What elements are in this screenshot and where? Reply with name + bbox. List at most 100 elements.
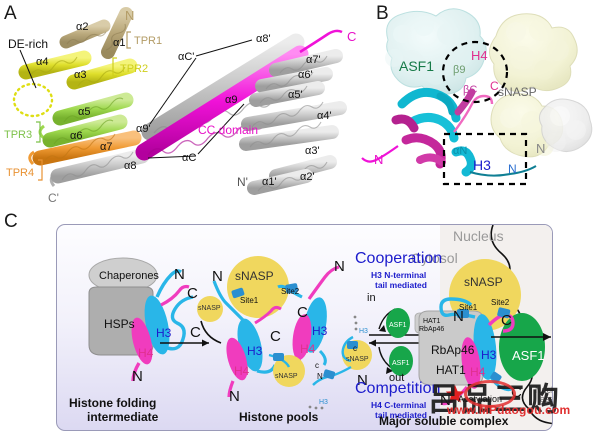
panel-a-label-alpha9: α9	[225, 94, 238, 106]
de-rich-dotted-loop	[12, 82, 54, 118]
panel-b-label-Ngrey: N	[536, 141, 546, 156]
panel-c-label-site2-r: Site2	[491, 298, 510, 307]
histone-h3h4-folding	[131, 269, 194, 382]
panel-c-label-c-pool-1: C	[297, 304, 308, 321]
histone-pool-dimer-1	[212, 280, 282, 398]
panel-a-label-N: N	[125, 8, 135, 23]
panel-c-label-h4-pool-2: H4	[300, 342, 316, 356]
helix-alpha4	[18, 50, 92, 80]
panel-c-label-n-pool-1: N	[212, 268, 223, 285]
panel-a-label-alpha5: α5	[78, 106, 91, 118]
snasp-pool-blob-2	[273, 355, 305, 387]
panel-c-label-site1: Site1	[240, 296, 259, 305]
panel-a: A	[0, 0, 370, 208]
asf1-in-blob	[386, 308, 410, 338]
caption-left-line1: Histone folding	[69, 396, 157, 410]
panel-c-label-asf1-out: ASF1	[392, 360, 410, 367]
panel-b-label-sNASP: sNASP	[498, 85, 537, 99]
helix-alpha7	[28, 130, 142, 166]
panel-c-label-snasp-small-1: sNASP	[346, 356, 369, 363]
panel-a-label-Cmagenta: C	[347, 29, 357, 44]
cooperation-sub-2: tail mediated	[375, 280, 427, 290]
panel-a-label-de-rich: DE-rich	[8, 37, 49, 51]
panel-a-label-alpha4prime: α4'	[317, 110, 332, 122]
panel-c-label-h3-right: H3	[481, 348, 497, 362]
panel-c-label-hat1-rbap46: HAT1	[423, 318, 441, 325]
panel-a-label-alpha7: α7	[100, 141, 113, 153]
panel-c-label-n-pool-2: N	[334, 258, 345, 275]
panel-c-label-rbap46: RbAp46	[431, 343, 475, 357]
panel-a-label-Nprime: N'	[237, 175, 248, 189]
cytosol-label: Cytosol	[411, 250, 458, 266]
panel-a-label-alpha8prime: α8'	[256, 33, 271, 45]
snasp-incoming-blob	[197, 296, 223, 322]
asf1-out-blob	[389, 346, 413, 376]
panel-a-label-alpha1: α1	[113, 37, 126, 49]
panel-a-label-alpha2prime: α2'	[300, 171, 315, 183]
panel-c-label-snasp-arrow: sNASP	[198, 305, 221, 312]
competition-title: Competition	[355, 380, 441, 397]
nucleus-label: Nucleus	[453, 228, 504, 244]
cooperation-title: Cooperation	[355, 250, 443, 267]
helix-alpha8	[49, 148, 150, 187]
helix-alpha3	[66, 58, 138, 90]
panel-c-label-h3-tail-1: H3	[359, 328, 368, 335]
helix-alpha5	[52, 92, 134, 126]
panel-c-label-h3-pool-1: H3	[247, 344, 263, 358]
snasp-entry-arc	[200, 320, 222, 344]
transition-arrow-1-head	[202, 339, 209, 347]
panel-a-label-alpha6: α6	[70, 130, 83, 142]
panel-c-label-n-pool-3: N	[229, 388, 240, 405]
panel-b-letter: B	[376, 3, 389, 24]
panel-a-label-TPR3: TPR3	[4, 129, 33, 141]
panel-a-label-CCdomain: CC domain	[198, 123, 259, 137]
panel-b-label-betaC: βC	[463, 84, 478, 96]
panel-a-label-alpha9prime: α9'	[136, 123, 151, 135]
panel-a-label-TPR4: TPR4	[6, 167, 35, 179]
panel-b-label-Nmagenta: N	[374, 152, 384, 167]
panel-a-leader-lines	[147, 39, 253, 159]
ipo4-arrow-head	[543, 333, 551, 341]
panel-a-label-alpha5prime: α5'	[288, 89, 303, 101]
cooperation-in-label: in	[367, 292, 376, 304]
panel-a-graphics	[12, 7, 347, 195]
panel-c-label-h3-tail-2: H3	[319, 399, 328, 406]
bracket-tpr3	[36, 121, 41, 143]
caption-right: Major soluble complex	[379, 414, 509, 428]
panel-c-label-c-small-1: c	[315, 361, 319, 370]
panel-c-label-h4-pool-1: H4	[234, 364, 250, 378]
panel-c-label-n-pool-4: N	[357, 372, 368, 389]
panel-b-graphics	[361, 8, 593, 186]
caption-middle: Histone pools	[239, 410, 319, 424]
panel-c-label-asf1-in: ASF1	[389, 322, 407, 329]
panel-c-label-h3-pool-2: H3	[312, 324, 328, 338]
panel-a-label-alpha8: α8	[124, 160, 137, 172]
panel-a-label-Cprime: C'	[48, 191, 59, 205]
panel-a-label-TPR2: TPR2	[120, 63, 149, 75]
asf1-surface	[385, 8, 487, 95]
panel-c-label-n-left-bottom: N	[132, 368, 143, 385]
panel-b-label-beta9: β9	[453, 64, 466, 76]
panel-b-label-Cpink: C	[490, 79, 499, 93]
competition-sub-1: H4 C-terminal	[371, 400, 427, 410]
panel-c-label-site1-r: Site1	[459, 303, 478, 312]
panel-a-label-alphaCprime: αC'	[178, 51, 195, 63]
panel-a-label-TPR1: TPR1	[134, 35, 163, 47]
panel-c-label-hsps: HSPs	[104, 317, 135, 331]
panel-a-label-alpha7prime: α7'	[306, 54, 321, 66]
panel-a-label-alphaC: αC	[182, 152, 197, 164]
panel-c-label-n-right-bot: N	[440, 392, 451, 409]
panel-c-label-c-left-top: C	[187, 285, 198, 302]
cooperation-out-label: out	[389, 372, 405, 384]
panel-c-label-c-pool-2: C	[270, 328, 281, 345]
panel-b-label-alphaN: αN	[453, 145, 468, 157]
monomer-prime-helices	[239, 49, 347, 195]
panel-a-label-alpha1prime: α1'	[262, 176, 277, 188]
snasp-pool-blob-1	[227, 256, 289, 318]
panel-c-label-snasp-small-2: sNASP	[275, 373, 298, 380]
de-rich-leader	[19, 49, 37, 89]
panel-c-label-c-right-bot: C	[511, 384, 522, 401]
panel-c-label-n-small-1: N	[317, 372, 323, 381]
